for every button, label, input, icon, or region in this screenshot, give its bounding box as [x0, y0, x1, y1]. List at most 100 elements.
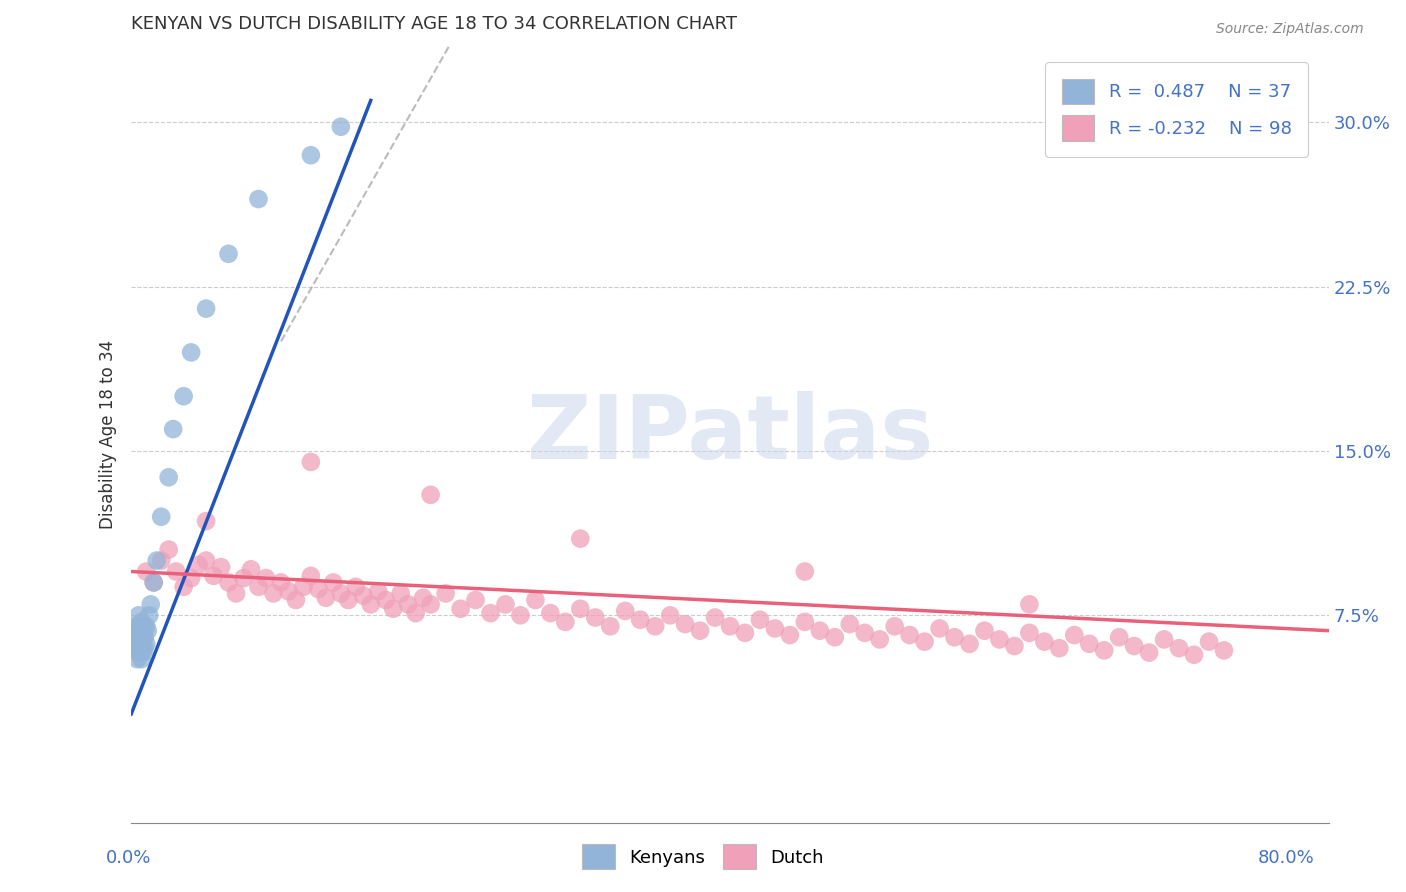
Point	[614, 604, 637, 618]
Point	[337, 593, 360, 607]
Point	[131, 652, 153, 666]
Point	[129, 619, 152, 633]
Point	[142, 575, 165, 590]
Point	[405, 606, 427, 620]
Text: KENYAN VS DUTCH DISABILITY AGE 18 TO 34 CORRELATION CHART: KENYAN VS DUTCH DISABILITY AGE 18 TO 34 …	[131, 15, 737, 33]
Point	[943, 630, 966, 644]
Point	[367, 584, 389, 599]
Point	[329, 120, 352, 134]
Point	[195, 514, 218, 528]
Point	[132, 634, 155, 648]
Point	[644, 619, 666, 633]
Point	[150, 509, 173, 524]
Text: ZIPatlas: ZIPatlas	[527, 391, 934, 478]
Point	[1018, 598, 1040, 612]
Point	[419, 488, 441, 502]
Point	[1213, 643, 1236, 657]
Point	[495, 598, 517, 612]
Point	[262, 586, 284, 600]
Point	[180, 571, 202, 585]
Point	[135, 619, 157, 633]
Point	[145, 553, 167, 567]
Point	[1018, 625, 1040, 640]
Text: 0.0%: 0.0%	[105, 849, 150, 867]
Point	[247, 580, 270, 594]
Point	[1063, 628, 1085, 642]
Point	[838, 617, 860, 632]
Point	[1047, 641, 1070, 656]
Point	[187, 558, 209, 572]
Point	[125, 624, 148, 638]
Point	[374, 593, 396, 607]
Point	[450, 601, 472, 615]
Point	[569, 532, 592, 546]
Point	[247, 192, 270, 206]
Point	[1002, 639, 1025, 653]
Point	[1092, 643, 1115, 657]
Point	[1137, 646, 1160, 660]
Point	[1153, 632, 1175, 647]
Point	[292, 580, 315, 594]
Point	[277, 584, 299, 599]
Point	[869, 632, 891, 647]
Point	[307, 582, 329, 596]
Point	[1078, 637, 1101, 651]
Point	[142, 575, 165, 590]
Point	[209, 560, 232, 574]
Point	[396, 598, 419, 612]
Point	[988, 632, 1011, 647]
Point	[793, 565, 815, 579]
Point	[225, 586, 247, 600]
Point	[509, 608, 531, 623]
Point	[928, 622, 950, 636]
Point	[352, 589, 374, 603]
Point	[1108, 630, 1130, 644]
Point	[973, 624, 995, 638]
Point	[322, 575, 344, 590]
Point	[240, 562, 263, 576]
Point	[138, 608, 160, 623]
Point	[1182, 648, 1205, 662]
Point	[129, 630, 152, 644]
Point	[659, 608, 682, 623]
Point	[157, 470, 180, 484]
Point	[162, 422, 184, 436]
Point	[554, 615, 576, 629]
Point	[434, 586, 457, 600]
Point	[412, 591, 434, 605]
Point	[959, 637, 981, 651]
Point	[232, 571, 254, 585]
Point	[132, 624, 155, 638]
Point	[218, 575, 240, 590]
Point	[689, 624, 711, 638]
Point	[127, 652, 149, 666]
Point	[853, 625, 876, 640]
Point	[524, 593, 547, 607]
Point	[1033, 634, 1056, 648]
Point	[139, 598, 162, 612]
Point	[128, 634, 150, 648]
Point	[132, 646, 155, 660]
Point	[270, 575, 292, 590]
Point	[914, 634, 936, 648]
Point	[1168, 641, 1191, 656]
Point	[538, 606, 561, 620]
Point	[129, 641, 152, 656]
Point	[883, 619, 905, 633]
Point	[1123, 639, 1146, 653]
Point	[315, 591, 337, 605]
Point	[628, 613, 651, 627]
Point	[150, 553, 173, 567]
Point	[135, 637, 157, 651]
Point	[173, 580, 195, 594]
Point	[599, 619, 621, 633]
Point	[749, 613, 772, 627]
Point	[157, 542, 180, 557]
Legend: Kenyans, Dutch: Kenyans, Dutch	[574, 835, 832, 879]
Text: Source: ZipAtlas.com: Source: ZipAtlas.com	[1216, 22, 1364, 37]
Point	[299, 455, 322, 469]
Y-axis label: Disability Age 18 to 34: Disability Age 18 to 34	[100, 340, 117, 529]
Point	[125, 641, 148, 656]
Point	[793, 615, 815, 629]
Point	[134, 630, 156, 644]
